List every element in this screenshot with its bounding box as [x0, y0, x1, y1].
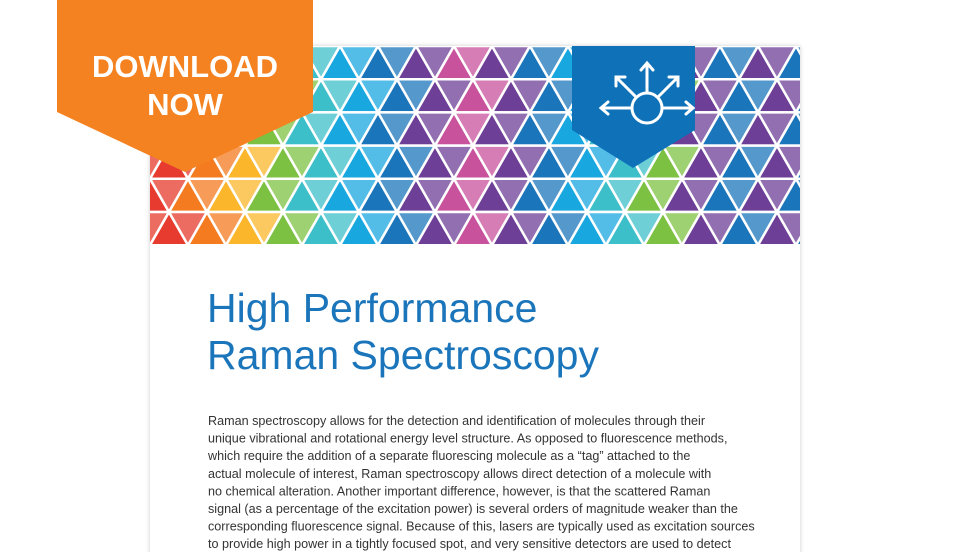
triangle: [834, 179, 872, 212]
triangle: [815, 179, 853, 212]
triangle: [853, 46, 891, 79]
body-line: to provide high power in a tightly focus…: [208, 537, 731, 551]
triangle: [872, 112, 910, 145]
body-line: Raman spectroscopy allows for the detect…: [208, 414, 705, 428]
icon: [598, 60, 696, 125]
triangle: [815, 245, 853, 278]
triangle: [793, 243, 800, 245]
triangle: [815, 79, 853, 112]
body-line: corresponding fluorescence signal. Becau…: [208, 520, 755, 534]
triangle: [793, 102, 800, 114]
triangle: [853, 245, 891, 278]
triangle: [853, 79, 891, 112]
banner-text[interactable]: NOW: [147, 87, 224, 122]
triangle: [774, 77, 800, 115]
triangle: [815, 46, 853, 79]
triangle: [150, 177, 153, 182]
download-banner[interactable]: [57, 0, 313, 172]
title: High Performance: [207, 285, 537, 331]
triangle: [853, 112, 891, 145]
triangle: [794, 46, 800, 56]
triangle: [815, 146, 853, 179]
triangle: [793, 111, 800, 122]
triangle: [834, 146, 872, 179]
body-line: no chemical alteration. Another importan…: [208, 484, 710, 498]
body-line: signal (as a percentage of the excitatio…: [208, 502, 738, 516]
triangle: [93, 245, 131, 278]
triangle: [872, 179, 910, 212]
triangle: [834, 112, 872, 145]
triangle: [834, 212, 872, 245]
body-line: actual molecule of interest, Raman spect…: [208, 467, 711, 481]
banner-text[interactable]: DOWNLOAD: [92, 49, 278, 84]
triangle: [853, 179, 891, 212]
body-line: unique vibrational and rotational energy…: [208, 432, 727, 446]
triangle: [150, 243, 153, 245]
triangle: [872, 79, 910, 112]
body-text: Raman spectroscopy allows for the detect…: [207, 414, 755, 551]
triangle: [872, 146, 910, 179]
triangle: [93, 179, 131, 212]
triangle: [774, 210, 800, 245]
triangle: [853, 146, 891, 179]
triangle: [834, 79, 872, 112]
triangle: [891, 146, 929, 179]
triangle: [834, 245, 872, 278]
triangle: [834, 46, 872, 79]
title: Raman Spectroscopy: [207, 332, 599, 378]
body-line: which require the addition of a separate…: [207, 449, 690, 463]
triangle: [872, 46, 910, 79]
triangle: [853, 212, 891, 245]
triangle: [793, 177, 800, 189]
triangle: [815, 212, 853, 245]
triangle: [815, 112, 853, 145]
triangle: [793, 169, 800, 181]
triangle: [891, 79, 929, 112]
triangle: [794, 235, 800, 245]
triangle: [774, 144, 800, 182]
triangle: [891, 212, 929, 245]
triangle: [872, 245, 910, 278]
triangle: [150, 242, 152, 245]
triangle: [872, 212, 910, 245]
